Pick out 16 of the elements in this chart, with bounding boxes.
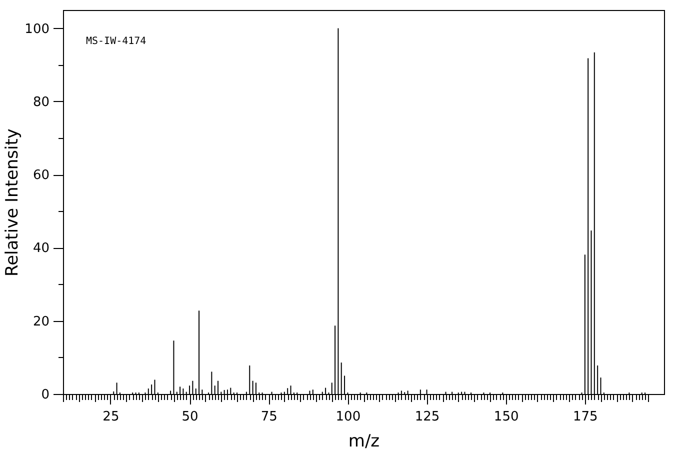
x-tick-label: 100	[336, 410, 361, 424]
x-tick-label: 125	[414, 410, 440, 424]
x-tick-label: 50	[182, 410, 198, 424]
x-tick-label: 150	[494, 410, 519, 424]
annotation: MS-IW-4174	[86, 36, 146, 47]
y-tick-label: 100	[24, 22, 50, 37]
x-tick-label: 75	[260, 410, 278, 424]
x-axis-title: m/z	[348, 432, 380, 452]
y-tick-label: 20	[32, 314, 50, 330]
y-tick-label: 40	[32, 241, 50, 256]
y-tick-label: 80	[32, 94, 50, 110]
y-axis-title: Relative Intensity	[2, 128, 22, 276]
x-tick-label: 25	[102, 410, 120, 424]
x-tick-label: 175	[573, 410, 598, 424]
y-tick-label: 0	[41, 388, 50, 402]
y-tick-label: 60	[32, 168, 50, 184]
